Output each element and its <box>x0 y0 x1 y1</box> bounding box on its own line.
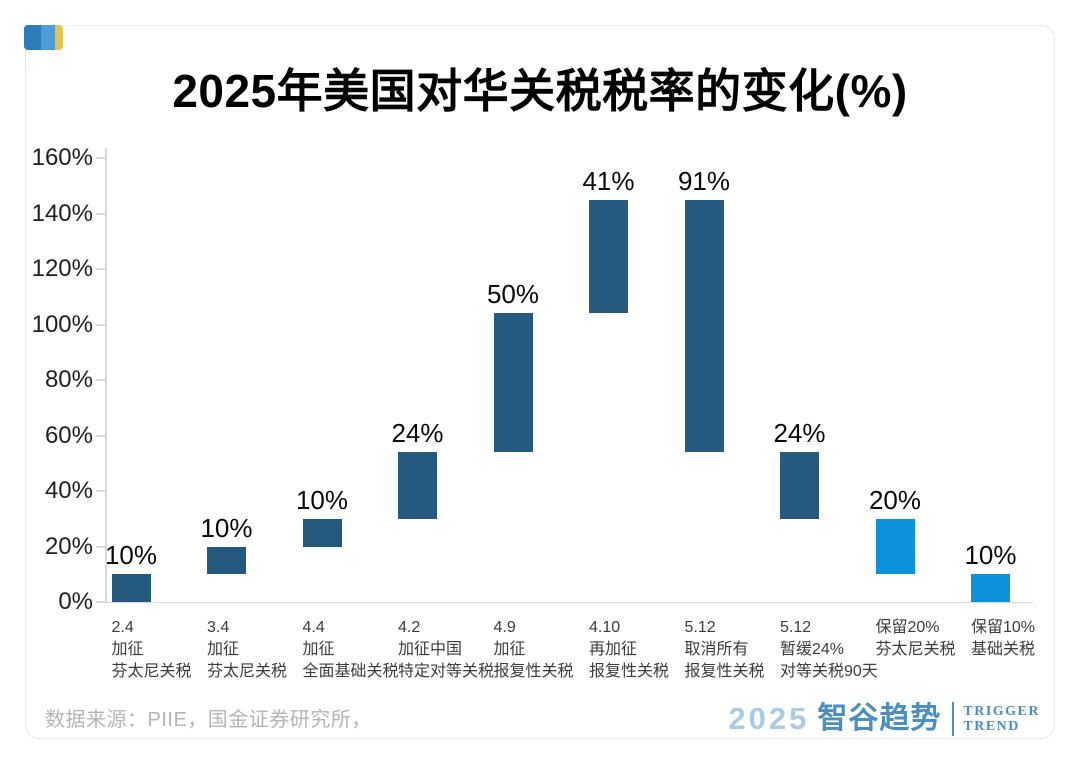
x-category-label: 保留20% 芬太尼关税 <box>876 617 956 661</box>
x-category-label-line: 加征 <box>302 641 335 658</box>
x-category-label-line: 报复性关税 <box>493 663 574 680</box>
x-category-label: 5.12 取消所有报复性关税 <box>685 617 765 683</box>
logo-year: 2025 <box>728 701 810 736</box>
x-category-label-line: 特定对等关税 <box>398 663 495 680</box>
y-tick-label: 20% <box>44 532 93 560</box>
logo-tagline-line2: TREND <box>963 719 1020 734</box>
x-category-label-line: 4.10 <box>589 619 621 636</box>
x-category-label: 4.2 加征中国特定对等关税 <box>398 617 494 683</box>
x-category-label: 4.9 加征报复性关税 <box>494 617 574 683</box>
x-category-label-line: 保留10% <box>971 619 1036 636</box>
x-category-label: 5.12 暂缓24% 对等关税90天 <box>780 617 878 683</box>
y-tick-mark <box>96 323 105 326</box>
logo-divider <box>952 702 955 736</box>
bar-value-label: 20% <box>868 484 922 515</box>
bar <box>398 452 437 519</box>
bar <box>111 574 151 602</box>
chart-title: 2025年美国对华关税税率的变化(%) <box>172 65 908 117</box>
bar-value-label: 10% <box>295 484 349 515</box>
x-category-label-line: 加征 <box>493 641 526 658</box>
x-category-label-line: 5.12 <box>780 619 812 636</box>
y-tick-label: 100% <box>31 310 93 338</box>
brand-chip-segment-dark <box>24 25 41 50</box>
bar <box>493 313 533 453</box>
y-tick-label: 120% <box>31 255 93 282</box>
x-category-label: 4.4 加征全面基础关税 <box>303 617 399 683</box>
x-category-label-line: 4.9 <box>493 619 516 636</box>
x-category-label-line: 4.2 <box>398 619 421 636</box>
y-tick-mark <box>96 601 105 603</box>
x-category-label-line: 2.4 <box>111 619 134 636</box>
x-category-label: 3.4 加征芬太尼关税 <box>207 617 287 683</box>
x-category-label-line: 4.4 <box>302 619 325 636</box>
publisher-logo: 2025 智谷趋势 TRIGGER TREND <box>728 698 1040 740</box>
x-category-label-line: 加征 <box>111 641 144 658</box>
x-category-label-line: 3.4 <box>207 619 230 636</box>
x-category-label-line: 取消所有 <box>684 641 749 658</box>
x-category-label-line: 基础关税 <box>971 641 1036 658</box>
bar <box>302 518 342 547</box>
x-category-label-line: 暂缓24% <box>780 641 845 658</box>
y-tick-mark <box>96 434 105 437</box>
y-axis <box>105 148 107 602</box>
y-tick-label: 0% <box>58 588 93 615</box>
bar <box>684 199 724 453</box>
chart-card <box>25 25 1055 739</box>
x-category-label-line: 芬太尼关税 <box>111 663 192 680</box>
y-tick-mark <box>96 490 105 492</box>
x-category-label: 保留10% 基础关税 <box>971 617 1035 661</box>
brand-chip-segment-yellow <box>55 25 63 50</box>
bar-value-label: 24% <box>391 418 444 449</box>
y-tick-label: 160% <box>31 144 93 171</box>
y-tick-mark <box>96 268 105 270</box>
x-axis <box>105 601 1033 603</box>
y-tick-label: 80% <box>44 366 93 393</box>
x-category-label-line: 报复性关税 <box>684 663 765 680</box>
bar-value-label: 50% <box>486 279 540 310</box>
logo-tagline: TRIGGER TREND <box>963 704 1040 734</box>
x-category-label-line: 报复性关税 <box>589 663 670 680</box>
x-category-label-line: 加征 <box>207 641 240 658</box>
logo-brand-name: 智谷趋势 <box>817 702 942 735</box>
x-category-label: 4.10 再加征报复性关税 <box>589 617 669 683</box>
bar-value-label: 24% <box>773 418 826 449</box>
y-tick-label: 60% <box>44 421 93 449</box>
x-category-label-line: 对等关税90天 <box>780 663 878 680</box>
y-tick-mark <box>96 379 105 381</box>
x-category-label-line: 全面基础关税 <box>302 663 399 680</box>
brand-chip-icon <box>24 25 63 50</box>
y-tick-mark <box>96 212 105 215</box>
bar <box>971 574 1010 602</box>
data-source-note: 数据来源：PIIE，国金证券研究所， <box>45 709 372 731</box>
bar <box>589 199 628 314</box>
bar-value-label: 10% <box>104 540 158 571</box>
x-category-label-line: 保留20% <box>875 619 940 636</box>
bar-value-label: 41% <box>582 165 635 196</box>
bar-value-label: 91% <box>677 165 731 196</box>
x-category-label-line: 5.12 <box>684 619 716 636</box>
y-tick-mark <box>96 157 105 159</box>
x-category-label-line: 芬太尼关税 <box>207 663 288 680</box>
x-category-label: 2.4 加征芬太尼关税 <box>112 617 192 683</box>
logo-tagline-line1: TRIGGER <box>963 704 1040 719</box>
x-category-label-line: 再加征 <box>589 641 638 658</box>
bar <box>780 452 819 519</box>
bar-value-label: 10% <box>200 512 253 543</box>
brand-chip-segment-light <box>41 25 55 50</box>
y-tick-label: 140% <box>31 199 93 227</box>
bar-value-label: 10% <box>964 540 1017 571</box>
x-category-label-line: 加征中国 <box>398 641 463 658</box>
y-tick-label: 40% <box>44 477 93 504</box>
y-tick-mark <box>96 545 105 548</box>
bar <box>875 518 915 575</box>
x-category-label-line: 芬太尼关税 <box>875 641 956 658</box>
bar <box>207 546 246 575</box>
